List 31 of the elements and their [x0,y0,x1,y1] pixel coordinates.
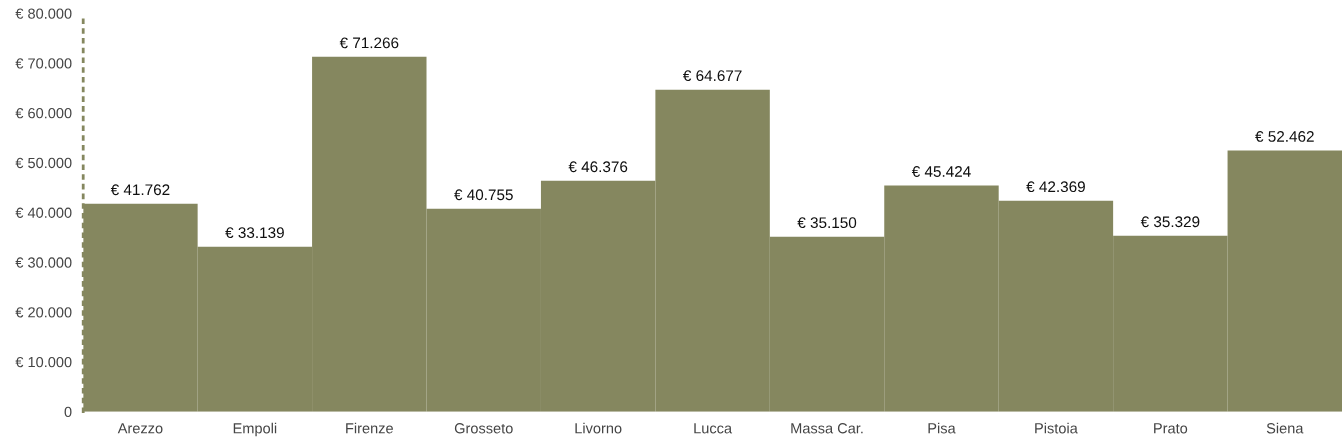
x-tick-label: Lucca [694,423,733,434]
y-tick-label: € 50.000 [15,157,72,169]
y-tick-label: € 10.000 [15,356,72,368]
y-tick-label: € 20.000 [15,307,72,318]
x-tick-label: Firenze [346,422,393,434]
data-label: € 46.376 [568,161,628,173]
y-tick-label: 0 [64,406,72,418]
x-tick-label: Grosseto [454,423,513,434]
data-label: € 52.462 [1255,131,1314,142]
data-label: € 64.677 [682,70,742,82]
data-label: € 33.139 [225,227,284,239]
data-label: € 40.755 [454,189,513,201]
data-label: € 35.150 [797,217,857,229]
y-tick-label: € 70.000 [15,58,72,69]
data-label: € 45.424 [911,166,971,177]
data-label: € 71.266 [339,37,399,49]
y-tick-label: € 40.000 [15,207,72,218]
data-label: € 35.329 [1140,216,1200,228]
x-tick-label: Prato [1154,423,1188,434]
x-tick-label: Pisa [928,422,956,434]
data-label: € 42.369 [1026,181,1085,193]
x-tick-label: Livorno [575,422,622,434]
x-tick-label: Pistoia [1035,422,1078,434]
data-label: € 41.762 [110,184,170,196]
x-tick-label: Massa Car. [791,423,863,434]
x-tick-label: Arezzo [117,423,163,434]
y-tick-label: € 60.000 [15,108,72,119]
x-tick-label: Siena [1266,422,1304,434]
y-tick-label: € 30.000 [15,257,72,268]
x-tick-label: Empoli [233,422,277,437]
y-tick-label: € 80.000 [15,8,72,19]
